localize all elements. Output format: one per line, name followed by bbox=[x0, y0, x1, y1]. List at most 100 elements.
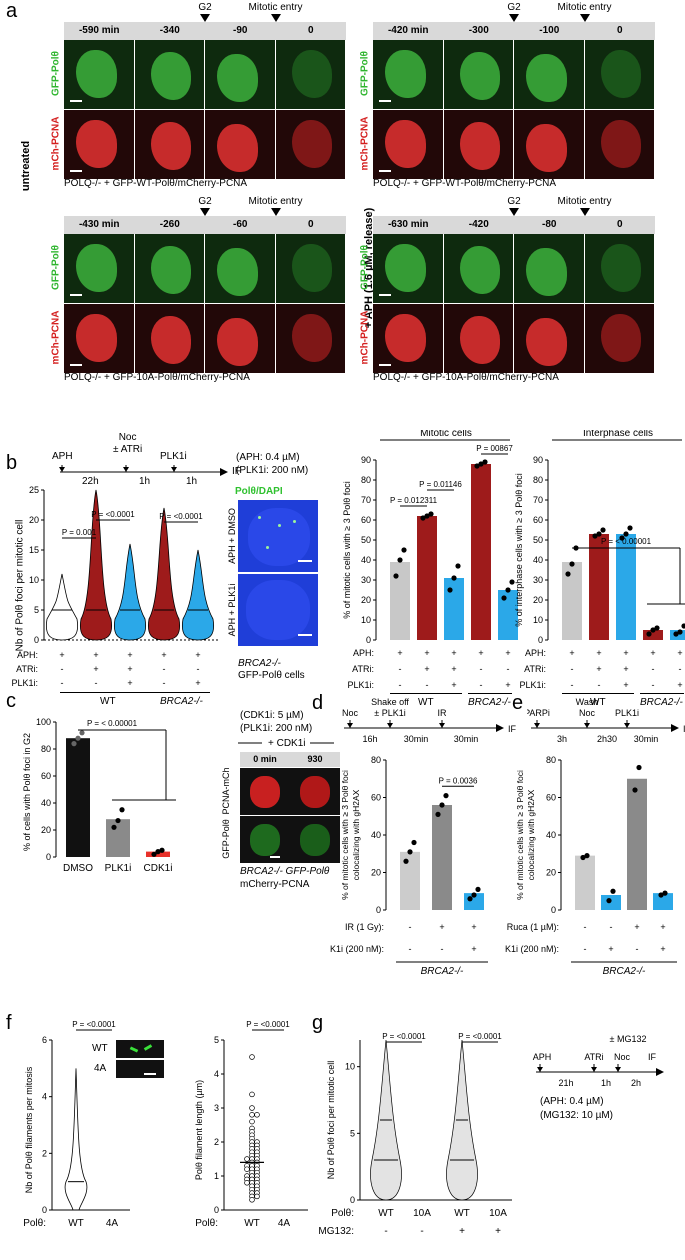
bar-d-ytick-label-0: 80 bbox=[371, 755, 381, 765]
bar-d-row-1-1: - bbox=[441, 944, 444, 954]
timeline-g-top: ± MG132 bbox=[610, 1034, 647, 1044]
bar-d-pt-0-1 bbox=[407, 849, 413, 855]
timeline-e-step-1-1: Noc bbox=[579, 708, 596, 718]
image-aph-dmso bbox=[238, 500, 318, 572]
timeline-g-head bbox=[656, 1068, 664, 1076]
sub3-nucleus-0-3 bbox=[291, 244, 332, 292]
mitotic-pt-1-1 bbox=[424, 513, 430, 519]
mitotic-ytick-label-0: 90 bbox=[361, 455, 371, 465]
bar-chart-e: 80 60 40 20 0 % of mitotic cells with ≥ 3 Pol… bbox=[505, 755, 677, 977]
sub3-nucleus-1-2 bbox=[217, 318, 258, 366]
interphase-cond-2-4: + bbox=[677, 680, 682, 690]
interphase-cond-0-3: + bbox=[650, 648, 655, 658]
interphase-pt-4-2 bbox=[681, 623, 685, 629]
mitotic-cond-1-2: + bbox=[451, 664, 456, 674]
scatter-f-pt-2 bbox=[249, 1105, 255, 1111]
bar-d-pt-1-2 bbox=[443, 793, 449, 799]
bar-e-row-0-2: + bbox=[634, 922, 639, 932]
mitotic-cond-0-1: + bbox=[424, 648, 429, 658]
timeline-g: ± MG132 APH ATRi Noc IF 21h 1h 2h bbox=[533, 1034, 664, 1088]
interphase-cond-1-0: - bbox=[571, 664, 574, 674]
img-c-green-0 bbox=[240, 816, 290, 863]
bar-e-row-label-1: PLK1i (200 nM): bbox=[505, 944, 559, 954]
sub4-arrow-label-0: G2 bbox=[507, 196, 521, 207]
mitotic-ytick-label-9: 0 bbox=[366, 635, 371, 645]
timeline-e-head bbox=[671, 724, 679, 732]
mitotic-bar-2 bbox=[444, 578, 464, 640]
sub3-time-1: -260 bbox=[159, 219, 180, 230]
bar-chart-c: 100 80 60 40 20 0 % of cells with Polθ foci in… bbox=[22, 717, 176, 874]
violin-b-cond-0-0: + bbox=[59, 650, 64, 660]
sub1-arrow-label-0: G2 bbox=[198, 2, 212, 13]
img-c-rowB: GFP-Polθ bbox=[221, 819, 231, 859]
sub4-nucleus-1-3 bbox=[600, 314, 641, 362]
bar-d-row-0-1: + bbox=[439, 922, 444, 932]
bar-d-row-0-2: + bbox=[471, 922, 476, 932]
sub4-timebar: -630 min -420 -80 0 bbox=[373, 216, 655, 234]
timeline-e-step-3-0: IF bbox=[683, 724, 685, 734]
mitotic-ylabel: % of mitotic cells with ≥ 3 Polθ foci bbox=[342, 481, 352, 619]
sub2-nucleus-1-0 bbox=[385, 120, 426, 168]
conc-c1: (CDK1i: 5 µM) bbox=[240, 710, 304, 721]
bar-c-ytick-label-4: 20 bbox=[41, 825, 51, 835]
mitotic-cond-2-0: - bbox=[399, 680, 402, 690]
timeline-b bbox=[59, 465, 228, 476]
timeline-g-tickhead-0 bbox=[537, 1067, 543, 1072]
mitotic-cond-2-2: + bbox=[451, 680, 456, 690]
timeline-d-dur-1: 30min bbox=[404, 734, 429, 744]
violin-f-ytick-label-0: 6 bbox=[42, 1035, 47, 1045]
violin-g-row2-label: MG132: bbox=[318, 1226, 354, 1237]
sub4-scalebar-0 bbox=[379, 294, 391, 296]
bar-e-row-1-0: - bbox=[584, 944, 587, 954]
mitotic-title: Mitotic cells bbox=[420, 430, 472, 439]
timeline-e-dur-2: 30min bbox=[634, 734, 659, 744]
interphase-group-brca: BRCA2-/- bbox=[640, 697, 683, 708]
bar-e-ytick-label-0: 80 bbox=[546, 755, 556, 765]
violin-b-3 bbox=[147, 507, 181, 641]
bar-d-ylabel-1: % of mitotic cells with ≥ 3 Polθ foci bbox=[340, 770, 350, 900]
sub1-nucleus-1-2 bbox=[217, 124, 258, 172]
mitotic-pt-3-2 bbox=[482, 459, 488, 465]
sub3-nucleus-0-1 bbox=[150, 246, 191, 294]
interphase-pt-2-0 bbox=[619, 535, 625, 541]
violin-g-ytick-label-2: 0 bbox=[350, 1195, 355, 1205]
violin-f-cat-0: WT bbox=[68, 1218, 84, 1229]
img-c-red-1 bbox=[290, 768, 340, 815]
bar-e-bar-3 bbox=[653, 893, 673, 910]
violin-b-ytick-label-4: 5 bbox=[34, 605, 39, 615]
timeline-e-dur-0: 3h bbox=[557, 734, 567, 744]
bar-e-pt-2-0 bbox=[632, 787, 638, 793]
scatter-f-pt-30 bbox=[244, 1166, 250, 1172]
bar-c-pt-1-0 bbox=[111, 824, 117, 830]
sub3-img-0-2 bbox=[205, 234, 275, 303]
violin-b-group-brca: BRCA2-/- bbox=[160, 696, 203, 707]
timeline-d-step-2-0: IR bbox=[438, 708, 448, 718]
sub3-arrow-label-1: Mitotic entry bbox=[248, 196, 303, 207]
img-c-cap1: BRCA2-/- GFP-Polθ bbox=[240, 866, 330, 877]
violin-g-row2-2: + bbox=[459, 1226, 465, 1237]
scatter-f-ylabel: Polθ filament length (µm) bbox=[194, 1080, 204, 1180]
violin-b-p1-text: P = <0.0001 bbox=[91, 510, 135, 519]
conc-b-aph: (APH: 0.4 µM) bbox=[236, 452, 300, 463]
scatter-f-ytick-label-1: 4 bbox=[214, 1069, 219, 1079]
bar-c-pt-1-2 bbox=[119, 807, 125, 813]
violin-g-row1-2: WT bbox=[454, 1208, 470, 1219]
mitotic-cond-label-0: APH: bbox=[353, 648, 374, 658]
img-b-title: Polθ/DAPI bbox=[235, 486, 283, 497]
bar-e-group: BRCA2-/- bbox=[603, 966, 646, 977]
violin-b-cond-1-4: - bbox=[197, 664, 200, 674]
violin-b-p0-text: P = 0.001 bbox=[62, 528, 97, 537]
timeline-g-tickhead-2 bbox=[615, 1067, 621, 1072]
tl-b-plk: PLK1i bbox=[160, 451, 187, 462]
violin-f-wt bbox=[64, 1068, 88, 1211]
sub2-row-label-1: mCh-PCNA bbox=[359, 116, 371, 171]
interphase-ytick-label-0: 90 bbox=[533, 455, 543, 465]
panel-label-g: g bbox=[312, 1012, 324, 1034]
sub2-time-0: -420 min bbox=[387, 25, 429, 36]
bar-chart-mitotic: Mitotic cells 90 80 70 60 50 40 30 20 10 0 % of mit… bbox=[342, 430, 518, 690]
violin-g-p1-text: P = <0.0001 bbox=[458, 1032, 502, 1041]
bar-e-row-1-2: - bbox=[636, 944, 639, 954]
interphase-cond-label-2: PLK1i: bbox=[519, 680, 546, 690]
sub1-caption: POLQ-/- + GFP-WT-Polθ/mCherry-PCNA bbox=[64, 178, 248, 189]
violin-g-p0-text: P = <0.0001 bbox=[382, 1032, 426, 1041]
